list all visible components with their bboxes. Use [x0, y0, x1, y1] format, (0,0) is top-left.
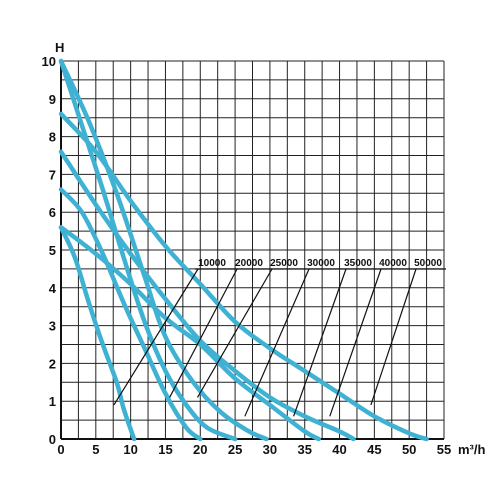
leader-line-25000 [196, 268, 273, 398]
x-tick-label: 5 [92, 442, 99, 457]
curve-20000 [58, 187, 203, 442]
chart-grid [60, 60, 445, 440]
model-labels: 10000 20000 25000 30000 35000 40000 50000 [198, 258, 442, 269]
x-tick-label: 50 [402, 442, 416, 457]
y-tick-label: 2 [49, 356, 56, 371]
x-tick-label: 40 [332, 442, 346, 457]
y-tick-label: 1 [49, 394, 56, 409]
x-tick-label: 45 [367, 442, 381, 457]
y-tick-label: 7 [49, 167, 56, 182]
y-tick-label: 8 [49, 130, 56, 145]
model-label-35000: 35000 [344, 258, 372, 269]
x-tick-label: 35 [297, 442, 311, 457]
leader-line-30000 [244, 268, 310, 417]
model-label-25000: 25000 [270, 258, 298, 269]
model-label-30000: 30000 [307, 258, 335, 269]
x-axis-label: m³/h [458, 442, 486, 457]
leader-line-40000 [329, 268, 382, 417]
x-tick-label: 10 [123, 442, 137, 457]
leader-line-20000 [169, 268, 238, 398]
model-label-10000: 10000 [198, 258, 226, 269]
x-tick-labels: 0 5 10 15 20 25 30 35 40 45 50 55 [57, 442, 451, 457]
leader-line-10000 [113, 268, 199, 406]
leader-line-50000 [370, 268, 417, 406]
x-tick-label: 25 [228, 442, 242, 457]
model-label-40000: 40000 [379, 258, 407, 269]
leader-line-35000 [293, 268, 347, 417]
y-tick-label: 0 [49, 432, 56, 447]
y-tick-label: 10 [42, 54, 56, 69]
x-tick-label: 30 [263, 442, 277, 457]
model-label-50000: 50000 [414, 258, 442, 269]
x-tick-label: 20 [193, 442, 207, 457]
curve-10000 [58, 225, 137, 442]
y-tick-label: 5 [49, 243, 56, 258]
curve-35000 [58, 225, 321, 442]
model-label-leaders [113, 268, 446, 417]
chart-axes [60, 61, 444, 440]
curve-50000 [58, 111, 429, 442]
y-tick-labels: 0 1 2 3 4 5 6 7 8 9 10 [42, 54, 57, 447]
y-tick-label: 6 [49, 205, 56, 220]
y-tick-label: 9 [49, 92, 56, 107]
x-tick-label: 15 [158, 442, 172, 457]
y-tick-label: 4 [49, 281, 57, 296]
x-tick-label: 55 [437, 442, 451, 457]
x-tick-label: 0 [57, 442, 64, 457]
y-axis-label: H [55, 40, 64, 55]
curve-40000 [58, 149, 356, 442]
y-tick-label: 3 [49, 319, 56, 334]
model-label-20000: 20000 [235, 258, 263, 269]
